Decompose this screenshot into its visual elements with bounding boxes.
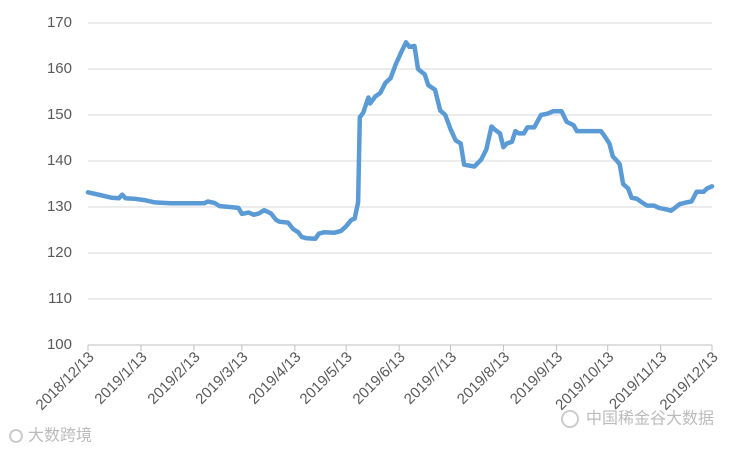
line	[85, 40, 715, 241]
watermark: 中国稀金谷大数据	[586, 409, 714, 428]
y-tick-label: 160	[47, 60, 72, 77]
watermark: 大数跨境	[28, 426, 92, 445]
watermark-icon	[561, 410, 579, 428]
y-tick-label: 130	[47, 198, 72, 215]
y-tick-label: 100	[47, 336, 72, 353]
y-tick-label: 140	[47, 152, 72, 169]
y-tick-label: 150	[47, 106, 72, 123]
y-tick-label: 120	[47, 244, 72, 261]
y-tick-label: 170	[47, 14, 72, 31]
y-tick-label: 110	[48, 290, 72, 307]
watermark-icon	[9, 429, 23, 443]
